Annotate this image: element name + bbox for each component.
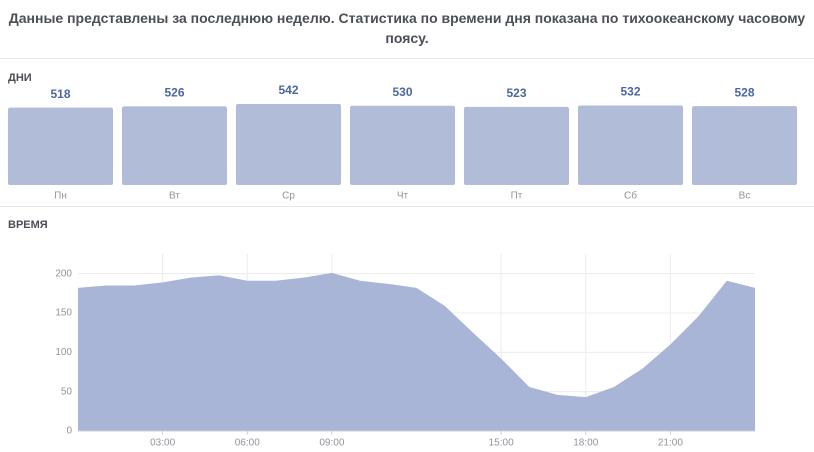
bar <box>578 105 683 185</box>
value-label: 523 <box>506 86 526 100</box>
bar <box>692 106 797 185</box>
value-label: 530 <box>392 85 412 99</box>
value-label: 526 <box>164 86 184 100</box>
section-title: ВРЕМЯ <box>8 219 48 231</box>
value-label: 518 <box>50 87 70 101</box>
value-label: 542 <box>278 83 298 97</box>
y-tick-label: 100 <box>55 347 72 358</box>
x-tick-label: Вс <box>739 191 751 202</box>
area <box>78 272 755 431</box>
x-tick-label: Ср <box>282 191 295 202</box>
bar <box>122 106 227 185</box>
x-tick-label: 06:00 <box>235 438 260 449</box>
x-tick-label: 15:00 <box>489 438 514 449</box>
value-label: 528 <box>734 85 754 99</box>
y-tick-label: 0 <box>66 426 72 437</box>
x-tick-label: Пн <box>54 191 67 202</box>
y-tick-label: 50 <box>61 386 73 397</box>
section-title: ДНИ <box>8 72 32 84</box>
x-tick-label: Пт <box>511 191 523 202</box>
bar <box>236 104 341 185</box>
x-tick-label: 09:00 <box>319 438 344 449</box>
x-tick-label: Вт <box>169 191 180 202</box>
y-tick-label: 150 <box>55 308 72 319</box>
bar <box>8 107 113 185</box>
value-label: 532 <box>620 85 640 99</box>
y-tick-label: 200 <box>55 268 72 279</box>
x-tick-label: 21:00 <box>658 438 683 449</box>
bar <box>350 105 455 185</box>
x-tick-label: 18:00 <box>573 438 598 449</box>
bar <box>464 106 569 185</box>
x-tick-label: 03:00 <box>150 438 175 449</box>
header-note: Данные представлены за последнюю неделю.… <box>8 10 806 46</box>
x-tick-label: Чт <box>397 191 409 202</box>
x-tick-label: Сб <box>624 190 637 202</box>
